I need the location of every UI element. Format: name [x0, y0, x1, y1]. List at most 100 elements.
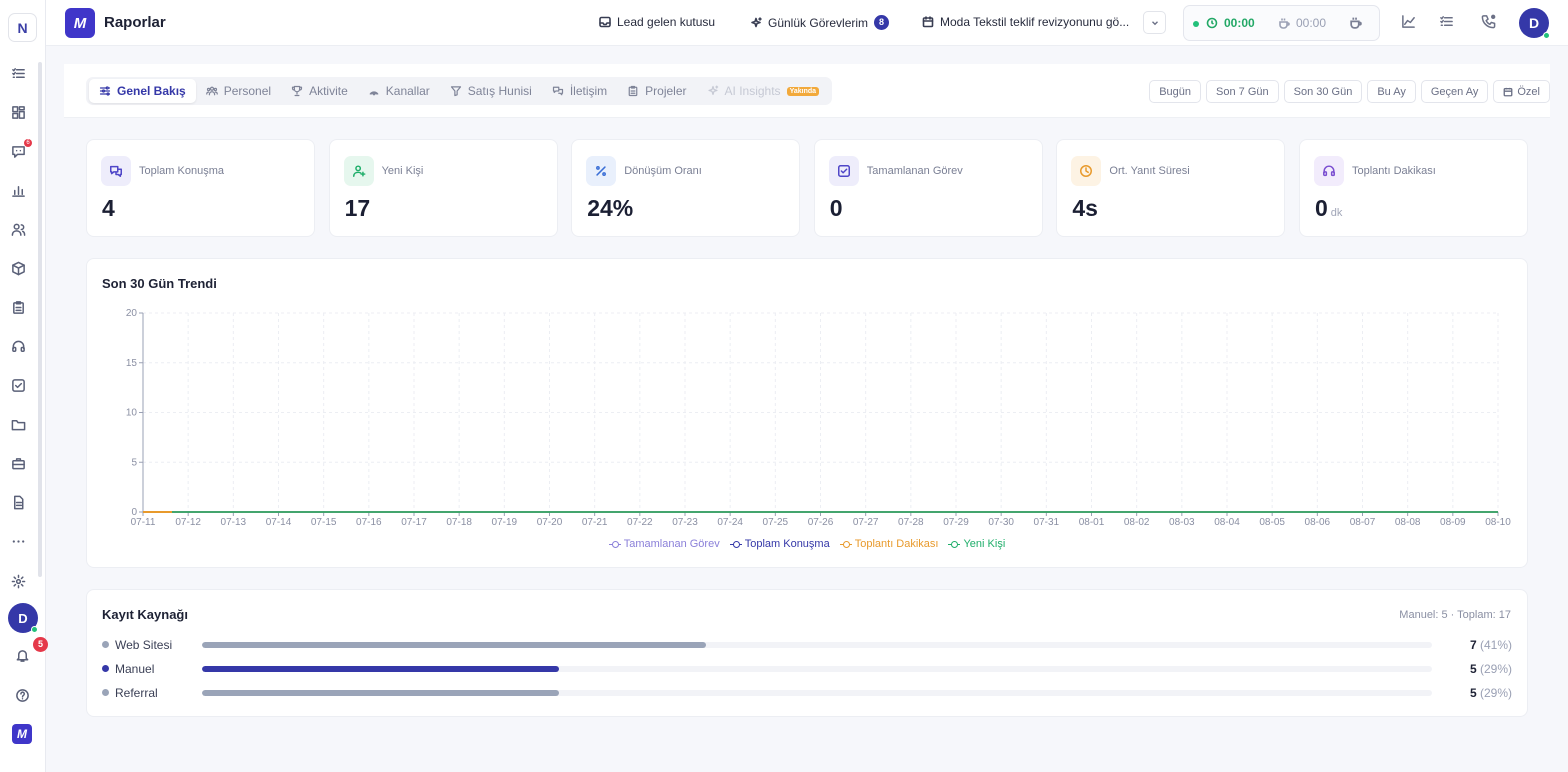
team-icon	[205, 86, 218, 96]
help-icon[interactable]	[13, 686, 31, 704]
x-tick-label: 08-03	[1169, 517, 1195, 528]
work-timer[interactable]: 00:00	[1206, 16, 1255, 30]
clock-icon	[1071, 156, 1102, 186]
reports-icon[interactable]	[9, 181, 27, 199]
chat-bubbles-icon	[101, 156, 131, 186]
phone-icon[interactable]	[1481, 14, 1497, 30]
source-count: 5 (29%)	[1470, 662, 1512, 676]
range-bugun-button[interactable]: Bugün	[1149, 80, 1202, 103]
lead-inbox-link[interactable]: Lead gelen kutusu	[599, 15, 715, 29]
folder-icon[interactable]	[9, 415, 27, 433]
source-count-value: 5	[1469, 662, 1477, 676]
range-son-30-gun-button[interactable]: Son 30 Gün	[1283, 80, 1363, 103]
legend-item-toplam-konusma[interactable]: Toplam Konuşma	[729, 538, 830, 550]
trend-chart: 07-11 07-12 07-13 07-14 07-15 07-16 07-17 07-18…	[126, 308, 1511, 528]
more-icon[interactable]	[9, 532, 27, 550]
analytics-icon[interactable]	[1401, 14, 1417, 30]
source-progress-track	[202, 666, 1432, 672]
range-bu-ay-button[interactable]: Bu Ay	[1367, 80, 1416, 103]
user-avatar[interactable]: D	[8, 603, 38, 633]
package-icon[interactable]	[9, 259, 27, 277]
tab-label: Personel	[223, 84, 272, 98]
clipboard-icon[interactable]	[9, 298, 27, 316]
chevron-down-icon[interactable]	[1143, 11, 1166, 34]
registration-source-card: Kayıt Kaynağı Manuel: 5 · Toplam: 17 Web…	[86, 589, 1528, 717]
funnel-icon	[450, 86, 461, 97]
check-square-icon[interactable]	[9, 376, 27, 394]
headset-icon[interactable]	[9, 337, 27, 355]
tab-label: İletişim	[569, 84, 608, 98]
tab-label: Kanallar	[385, 84, 430, 98]
tab-genel-bakis[interactable]: Genel Bakış	[89, 79, 196, 103]
tracking-status-dot	[1193, 21, 1199, 27]
chat-icon	[552, 86, 563, 96]
x-tick-label: 07-23	[672, 517, 698, 528]
header-user-avatar[interactable]: D	[1519, 8, 1550, 39]
break-timer[interactable]: 00:00	[1278, 16, 1326, 30]
headset-icon	[1314, 156, 1344, 186]
chat-icon[interactable]	[9, 142, 27, 160]
lead-inbox-label: Lead gelen kutusu	[617, 15, 716, 29]
coffee-icon	[1350, 17, 1362, 29]
contacts-icon[interactable]	[9, 220, 27, 238]
coffee-icon	[1279, 18, 1290, 29]
x-tick-label: 08-09	[1440, 517, 1466, 528]
legend-item-tamamlanan-gorev[interactable]: Tamamlanan Görev	[608, 538, 720, 550]
inbox-icon	[599, 16, 611, 28]
source-row-manuel: Manuel 5 (29%)	[102, 661, 1512, 677]
x-tick-label: 07-29	[943, 517, 969, 528]
break-toggle-button[interactable]	[1349, 16, 1362, 32]
tab-kanallar[interactable]: Kanallar	[358, 79, 440, 103]
upcoming-event-label: Moda Tekstil teklif revizyonunu gö...	[940, 15, 1130, 29]
x-tick-label: 07-12	[175, 517, 201, 528]
settings-icon[interactable]	[9, 572, 27, 590]
kpi-label: Dönüşüm Oranı	[624, 165, 702, 177]
tab-aktivite[interactable]: Aktivite	[281, 79, 358, 103]
tab-satis-hunisi[interactable]: Satış Hunisi	[440, 79, 542, 103]
dashboard-icon[interactable]	[9, 103, 27, 121]
legend-item-toplanti-dakikasi[interactable]: Toplantı Dakikası	[839, 538, 939, 550]
trophy-icon	[291, 85, 303, 97]
briefcase-icon[interactable]	[9, 454, 27, 472]
workspace-switcher[interactable]: N	[8, 13, 37, 42]
range-son-7-gun-button[interactable]: Son 7 Gün	[1206, 80, 1279, 103]
source-color-dot	[102, 641, 109, 648]
daily-tasks-link[interactable]: Günlük Görevlerim 8	[750, 15, 890, 30]
source-row-referral: Referral 5 (29%)	[102, 685, 1512, 701]
report-tabs-bar: Genel Bakış Personel Aktivite Kanallar Satış…	[64, 64, 1550, 118]
tab-iletisim[interactable]: İletişim	[542, 79, 617, 103]
kpi-value: 24%	[587, 195, 636, 222]
upcoming-event-link[interactable]: Moda Tekstil teklif revizyonunu gö...	[922, 15, 1129, 29]
kpi-card-toplanti-dakikasi: Toplantı Dakikası 0 dk	[1299, 139, 1528, 237]
source-color-dot	[102, 665, 109, 672]
range-label: Bu Ay	[1377, 85, 1406, 98]
task-list-icon[interactable]	[1439, 14, 1455, 30]
tab-label: Satış Hunisi	[467, 84, 532, 98]
rail-scrollbar[interactable]	[38, 62, 42, 577]
tab-projeler[interactable]: Projeler	[617, 79, 696, 103]
x-tick-label: 07-31	[1034, 517, 1060, 528]
tab-personel[interactable]: Personel	[196, 79, 281, 103]
registration-source-title: Kayıt Kaynağı	[102, 607, 188, 622]
x-tick-label: 07-26	[808, 517, 834, 528]
legend-label: Tamamlanan Görev	[623, 538, 720, 550]
legend-item-yeni-kisi[interactable]: Yeni Kişi	[948, 538, 1005, 550]
range-ozel-button[interactable]: Özel	[1493, 80, 1550, 103]
kpi-card-tamamlanan-gorev: Tamamlanan Görev 0	[813, 139, 1043, 237]
kpi-value: 0 dk	[1315, 195, 1342, 222]
kpi-number: 24%	[587, 195, 634, 221]
source-count: 5 (29%)	[1470, 686, 1512, 700]
bell-icon[interactable]	[13, 646, 31, 664]
y-tick-label: 5	[131, 457, 137, 468]
range-gecen-ay-button[interactable]: Geçen Ay	[1420, 80, 1489, 103]
source-percent: (29%)	[1479, 686, 1512, 700]
app-logo: M	[65, 8, 95, 38]
tasks-list-icon[interactable]	[9, 64, 27, 82]
header-avatar-initial: D	[1528, 15, 1540, 31]
calendar-icon	[922, 16, 934, 28]
x-tick-label: 08-07	[1350, 517, 1376, 528]
legend-label: Toplantı Dakikası	[854, 538, 939, 550]
time-tracker: 00:00 00:00	[1183, 5, 1380, 41]
source-row-web-sitesi: Web Sitesi 7 (41%)	[102, 637, 1512, 653]
document-icon[interactable]	[9, 493, 27, 511]
